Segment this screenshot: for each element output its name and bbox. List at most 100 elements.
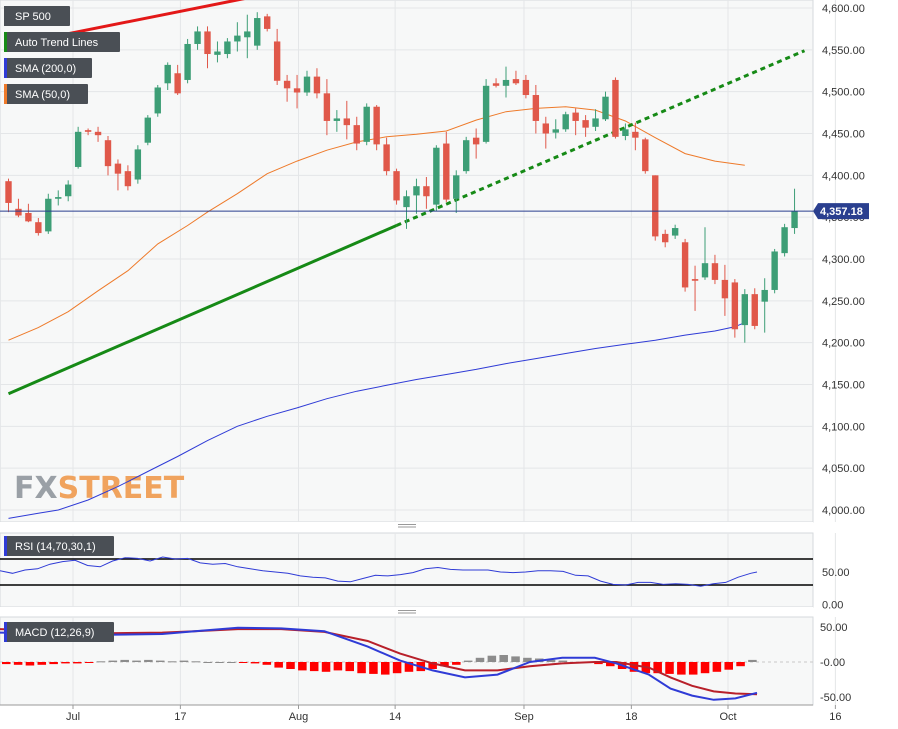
panel-divider-1[interactable] <box>0 522 813 532</box>
candle-body <box>94 131 102 136</box>
candle-body <box>84 130 92 132</box>
macd-histogram-bar <box>546 659 556 662</box>
candle <box>572 108 579 136</box>
legend-sma-50-label: SMA (50,0) <box>15 89 70 101</box>
rsi-bands <box>0 558 813 586</box>
macd-panel: 50.00 -0.00 -50.00 MACD (12,26,9) <box>0 616 851 706</box>
candle-body <box>45 198 52 232</box>
x-tick-label: 14 <box>389 711 401 723</box>
macd-histogram-bar <box>428 662 437 669</box>
sma-50-line <box>8 106 745 341</box>
legend-macd-label: MACD (12,26,9) <box>15 627 94 639</box>
candle <box>781 223 788 257</box>
candle <box>582 115 589 137</box>
x-tick-label: Jul <box>66 711 80 723</box>
macd-histogram-bar <box>511 656 520 662</box>
candlesticks <box>5 12 798 343</box>
candle <box>671 224 679 239</box>
legend-sma-200[interactable]: SMA (200,0) <box>4 58 92 78</box>
candle-body <box>393 171 400 201</box>
candle-body <box>293 88 301 93</box>
last-price-tag-shape <box>813 203 869 220</box>
x-tick-label: Oct <box>719 711 736 723</box>
candle <box>522 74 530 99</box>
candle-body <box>662 233 669 243</box>
candle-body <box>134 149 142 180</box>
candle <box>114 159 122 191</box>
candle <box>194 26 201 50</box>
macd-histogram-bar <box>155 660 165 662</box>
macd-histogram-bar <box>369 662 378 674</box>
candle <box>134 145 142 184</box>
candle-body <box>194 31 201 44</box>
candle-body <box>632 131 639 138</box>
candle-body <box>234 35 241 42</box>
candle <box>74 126 82 169</box>
legend-auto-trend-lines[interactable]: Auto Trend Lines <box>4 32 120 52</box>
main-y-tick-label: 4,400.00 <box>822 170 865 182</box>
macd-histogram-bar <box>665 662 674 674</box>
macd-histogram-bar <box>487 655 497 662</box>
main-y-tick-label: 4,300.00 <box>822 254 865 266</box>
candle <box>433 145 440 212</box>
candle <box>413 178 420 214</box>
macd-histogram-bar <box>262 662 272 665</box>
candle-body <box>55 197 62 199</box>
legend-macd[interactable]: MACD (12,26,9) <box>4 622 114 642</box>
rsi-gridlines <box>72 533 836 607</box>
candle <box>303 70 311 96</box>
legend-sma-50[interactable]: SMA (50,0) <box>4 84 88 104</box>
panel-divider-2[interactable] <box>0 607 813 617</box>
macd-histogram-bar <box>381 662 390 675</box>
x-axis: Jul 17 Aug 14 Sep 18 Oct 16 <box>0 704 842 723</box>
main-y-tick-label: 4,600.00 <box>822 3 865 15</box>
candle-body <box>124 171 132 187</box>
candle-body <box>592 118 599 127</box>
candle-body <box>612 79 619 137</box>
macd-histogram-bar <box>700 662 710 674</box>
x-tick-label: Aug <box>289 711 309 723</box>
candle <box>65 180 72 202</box>
macd-histogram-bar <box>61 662 70 664</box>
legend-sma-200-bg <box>4 58 92 78</box>
candle-body <box>373 106 380 145</box>
macd-y-axis: 50.00 -0.00 -50.00 <box>820 622 851 704</box>
macd-histogram-bar <box>392 662 402 674</box>
macd-histogram-bar <box>108 660 118 662</box>
candle <box>154 84 161 117</box>
candle <box>254 12 261 50</box>
legend-sp500[interactable]: SP 500 <box>4 6 70 26</box>
candle <box>443 131 450 203</box>
candle <box>612 77 619 139</box>
candle <box>144 115 151 146</box>
candle <box>542 116 549 149</box>
candle-body <box>174 73 181 94</box>
candle-body <box>532 95 540 121</box>
candle-body <box>164 64 171 84</box>
candle-body <box>572 112 579 121</box>
macd-y-tick-label: -0.00 <box>820 657 845 669</box>
candle <box>423 177 430 209</box>
candle-body <box>701 263 709 278</box>
candle-body <box>552 129 559 133</box>
candle <box>343 100 350 140</box>
candle <box>184 38 191 84</box>
candle-body <box>74 131 82 167</box>
candle-body <box>443 143 450 200</box>
candle <box>5 178 12 213</box>
legend-rsi[interactable]: RSI (14,70,30,1) <box>4 536 114 556</box>
macd-histogram-bar <box>179 660 189 662</box>
candle <box>15 198 22 218</box>
macd-histogram-bar <box>73 662 82 664</box>
main-y-tick-label: 4,050.00 <box>822 463 865 475</box>
candle <box>602 91 609 121</box>
main-gridlines <box>0 0 836 522</box>
macd-histogram-bar <box>345 662 354 672</box>
macd-histogram-bar <box>606 662 615 667</box>
macd-histogram-bar <box>309 662 319 672</box>
main-y-tick-label: 4,100.00 <box>822 421 865 433</box>
candle-body <box>154 87 161 114</box>
macd-histogram-bar <box>724 662 733 670</box>
macd-histogram-bar <box>144 659 153 662</box>
